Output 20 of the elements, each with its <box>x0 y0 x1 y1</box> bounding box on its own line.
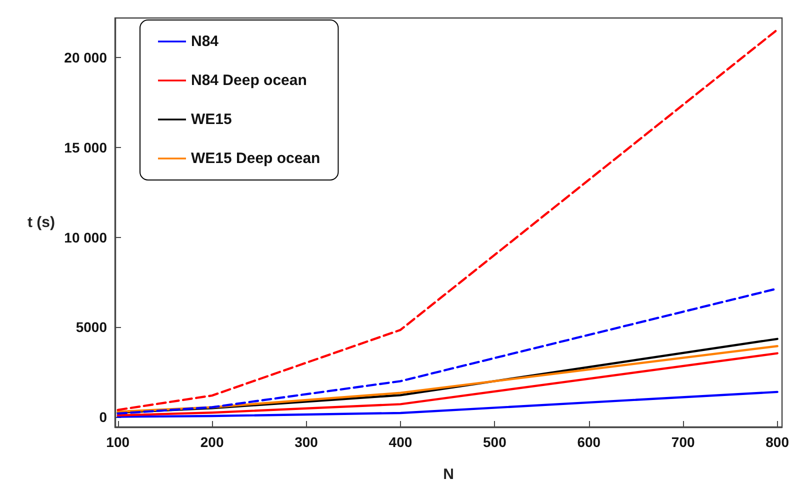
x-tick-label: 400 <box>388 434 412 450</box>
x-tick-label: 700 <box>671 434 695 450</box>
y-tick-label: 20 000 <box>64 50 108 66</box>
x-tick-label: 200 <box>200 434 224 450</box>
x-axis-title: N <box>443 466 454 483</box>
y-tick-label: 0 <box>99 409 108 426</box>
y-axis-title: t (s) <box>28 214 55 231</box>
x-tick-label: 500 <box>483 434 507 450</box>
x-tick-label: 300 <box>294 434 318 450</box>
legend-label: WE15 <box>191 111 232 128</box>
line-series <box>116 28 778 412</box>
x-tick-label: 800 <box>766 434 790 450</box>
y-tick-label: 5000 <box>76 319 108 336</box>
x-tick-label: 100 <box>106 434 130 450</box>
legend-label: N84 <box>191 33 220 50</box>
x-tick-label: 600 <box>577 434 601 450</box>
y-tick-label: 10 000 <box>64 229 108 246</box>
y-tick-label: 15 000 <box>64 139 108 156</box>
legend-label: N84 Deep ocean <box>191 72 307 89</box>
legend-label: WE15 Deep ocean <box>191 150 320 167</box>
